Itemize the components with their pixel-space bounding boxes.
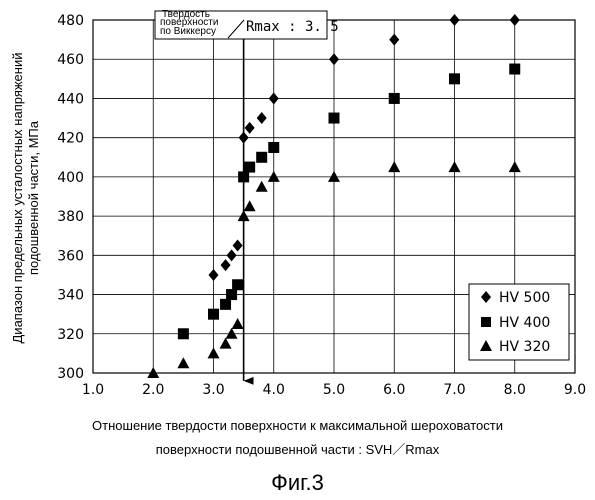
data-point-hv500 [239, 132, 249, 144]
x-tick-labels: 1.0 2.0 3.0 4.0 5.0 6.0 7.0 8.0 9.0 [82, 382, 586, 398]
data-point-hv320 [244, 200, 256, 211]
data-point-hv320 [238, 210, 250, 221]
series-hv500 [209, 14, 520, 281]
x-tick-label: 4.0 [263, 382, 285, 398]
y-axis-title-line2: подошвенной части, МПа [26, 120, 41, 275]
y-axis-title-line1: Диапазон предельных усталостных напряжен… [10, 53, 25, 344]
data-point-hv400 [449, 73, 460, 84]
y-tick-label: 380 [57, 209, 84, 225]
y-tick-label: 440 [57, 91, 84, 107]
annotation-ratio: Rmax : 3. 5 [246, 19, 339, 35]
data-point-hv320 [208, 347, 220, 358]
data-point-hv400 [226, 289, 237, 300]
x-tick-label: 5.0 [323, 382, 345, 398]
data-point-hv400 [238, 171, 249, 182]
y-tick-label: 480 [57, 13, 84, 29]
data-point-hv320 [268, 171, 280, 182]
y-tick-label: 340 [57, 288, 84, 304]
data-point-hv400 [256, 152, 267, 163]
legend: HV 500 HV 400 HV 320 [469, 284, 569, 360]
annotation-line3: по Виккерсу [160, 26, 216, 37]
data-point-hv500 [209, 269, 219, 281]
data-point-hv400 [220, 299, 231, 310]
data-point-hv400 [389, 93, 400, 104]
x-tick-label: 2.0 [142, 382, 164, 398]
data-point-hv500 [329, 53, 339, 65]
x-tick-label: 6.0 [383, 382, 405, 398]
data-point-hv320 [509, 161, 521, 172]
data-point-hv500 [233, 240, 243, 252]
data-point-hv320 [449, 161, 461, 172]
legend-square-icon [481, 317, 491, 327]
legend-label-hv320: HV 320 [499, 339, 550, 355]
figure-caption: Фиг.3 [0, 470, 595, 496]
y-tick-label: 420 [57, 131, 84, 147]
x-axis-title-line1: Отношение твердости поверхности к максим… [0, 418, 595, 433]
x-tick-label: 9.0 [564, 382, 586, 398]
x-tick-label: 3.0 [202, 382, 224, 398]
data-point-hv500 [257, 112, 267, 124]
x-tick-label: 7.0 [443, 382, 465, 398]
data-point-hv400 [509, 64, 520, 75]
x-axis-title-line2: поверхности подошвенной части : SVH／Rmax [0, 439, 595, 458]
legend-label-hv500: HV 500 [499, 290, 550, 306]
data-point-hv320 [388, 161, 400, 172]
data-point-hv500 [389, 34, 399, 46]
data-point-hv500 [227, 249, 237, 261]
data-point-hv320 [177, 357, 189, 368]
data-point-hv400 [232, 279, 243, 290]
x-tick-label: 8.0 [504, 382, 526, 398]
data-point-hv320 [256, 181, 268, 192]
data-point-hv320 [226, 328, 238, 339]
y-tick-label: 300 [57, 366, 84, 382]
y-tick-label: 320 [57, 327, 84, 343]
y-tick-label: 400 [57, 170, 84, 186]
y-tick-label: 360 [57, 248, 84, 264]
data-point-hv500 [221, 259, 231, 271]
data-point-hv400 [208, 309, 219, 320]
y-tick-labels: 300 320 340 360 380 400 420 440 460 480 [57, 13, 84, 382]
y-tick-label: 460 [57, 52, 84, 68]
data-point-hv320 [220, 338, 232, 349]
data-point-hv500 [269, 92, 279, 104]
data-point-hv320 [232, 318, 244, 329]
data-point-hv400 [178, 328, 189, 339]
x-tick-label: 1.0 [82, 382, 104, 398]
data-point-hv500 [245, 122, 255, 134]
legend-label-hv400: HV 400 [499, 315, 550, 331]
data-point-hv400 [244, 162, 255, 173]
data-point-hv400 [268, 142, 279, 153]
annotation: Твердость поверхности по Виккерсу Rmax :… [155, 9, 339, 39]
data-point-hv400 [329, 113, 340, 124]
data-point-hv320 [328, 171, 340, 182]
